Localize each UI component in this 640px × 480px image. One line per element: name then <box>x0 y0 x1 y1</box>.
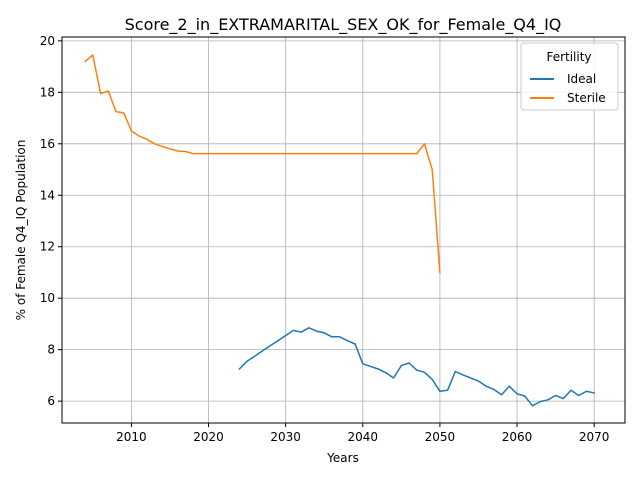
y-tick-label: 20 <box>40 34 55 48</box>
x-axis-label: Years <box>326 451 359 465</box>
x-tick-label: 2030 <box>270 430 301 444</box>
legend-label-ideal: Ideal <box>567 72 596 86</box>
chart-title: Score_2_in_EXTRAMARITAL_SEX_OK_for_Femal… <box>125 15 562 35</box>
y-axis-label: % of Female Q4_IQ Population <box>14 140 28 321</box>
x-tick-label: 2020 <box>193 430 224 444</box>
legend-title: Fertility <box>546 50 591 64</box>
x-tick-label: 2070 <box>579 430 610 444</box>
x-tick-label: 2050 <box>425 430 456 444</box>
y-tick-label: 18 <box>40 85 55 99</box>
y-tick-label: 8 <box>47 343 55 357</box>
legend-label-sterile: Sterile <box>567 91 606 105</box>
y-tick-label: 12 <box>40 240 55 254</box>
y-tick-label: 6 <box>47 394 55 408</box>
legend: Fertility Ideal Sterile <box>521 43 618 110</box>
x-tick-label: 2040 <box>348 430 379 444</box>
y-tick-label: 14 <box>40 188 55 202</box>
y-tick-label: 10 <box>40 291 55 305</box>
x-tick-label: 2010 <box>116 430 147 444</box>
y-tick-label: 16 <box>40 137 55 151</box>
x-tick-label: 2060 <box>502 430 533 444</box>
